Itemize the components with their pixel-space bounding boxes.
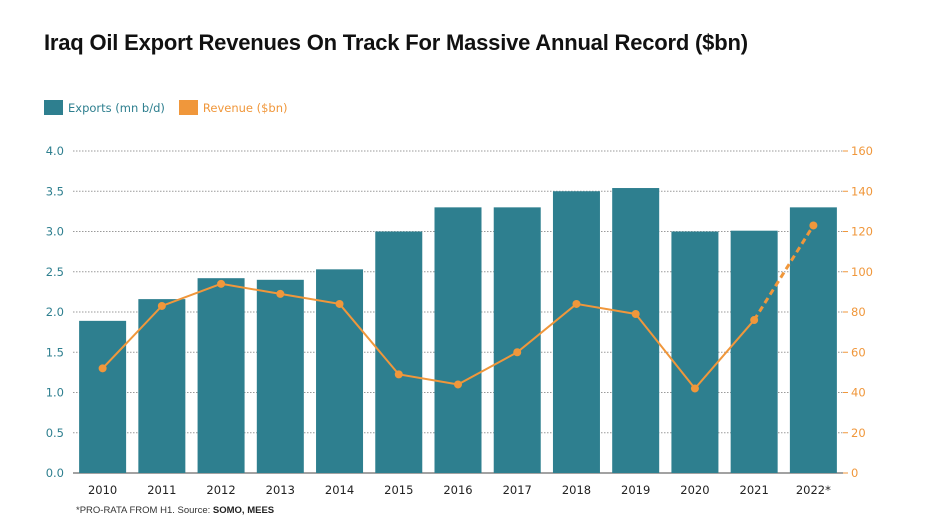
right-tick-label: 100 bbox=[851, 265, 873, 279]
bar-2014 bbox=[316, 269, 364, 473]
revenue-point-2016 bbox=[454, 380, 462, 389]
left-tick-label: 4.0 bbox=[46, 144, 64, 158]
x-tick-label: 2014 bbox=[325, 483, 354, 497]
revenue-point-2018 bbox=[572, 299, 581, 308]
x-tick-label: 2012 bbox=[206, 483, 235, 497]
revenue-line-projected bbox=[752, 224, 815, 321]
right-tick-label: 60 bbox=[851, 345, 866, 359]
bar-2021 bbox=[730, 230, 778, 473]
x-tick-label: 2021 bbox=[740, 483, 769, 497]
x-axis-ticks: 2010 2011 2012 2013 2014 2015 2016 2017 2018 2019… bbox=[88, 483, 831, 497]
revenue-point-2017 bbox=[513, 348, 522, 357]
right-tick-label: 20 bbox=[851, 426, 866, 440]
footnote-sources: SOMO, MEES bbox=[212, 505, 275, 516]
bar-2015 bbox=[375, 231, 423, 473]
legend-item-revenue: Revenue ($bn) bbox=[178, 100, 288, 115]
bar-2017 bbox=[493, 207, 541, 473]
revenue-point-2022 bbox=[809, 221, 818, 230]
revenue-point-2010 bbox=[98, 364, 107, 373]
x-tick-label: 2018 bbox=[562, 483, 591, 497]
x-tick-label: 2011 bbox=[147, 483, 176, 497]
x-tick-label: 2010 bbox=[88, 483, 117, 497]
bar-2019 bbox=[612, 188, 660, 473]
x-tick-label: 2013 bbox=[266, 483, 295, 497]
left-tick-label: 0.5 bbox=[46, 426, 64, 440]
revenue-point-2013 bbox=[276, 289, 285, 298]
right-tick-label: 40 bbox=[851, 386, 866, 400]
revenue-point-2021 bbox=[750, 316, 759, 325]
footnote: *PRO-RATA FROM H1. Source: SOMO, MEES bbox=[76, 505, 274, 516]
x-tick-label: 2017 bbox=[503, 483, 532, 497]
revenue-line-solid bbox=[101, 282, 755, 391]
left-tick-label: 1.5 bbox=[46, 345, 64, 359]
x-tick-label: 2019 bbox=[621, 483, 650, 497]
bar-2011 bbox=[138, 299, 186, 473]
legend-item-exports: Exports (mn b/d) bbox=[44, 100, 165, 115]
bar-2022 bbox=[789, 207, 837, 473]
right-axis-ticks: 0 20 40 60 80 100 120 140 160 bbox=[843, 144, 873, 480]
bar-2012 bbox=[197, 278, 245, 473]
left-axis-ticks: 0.0 0.5 1.0 1.5 2.0 2.5 3.0 3.5 4.0 bbox=[46, 144, 64, 480]
left-tick-label: 1.0 bbox=[46, 386, 64, 400]
revenue-point-2020 bbox=[690, 384, 699, 393]
chart-title: Iraq Oil Export Revenues On Track For Ma… bbox=[44, 30, 748, 55]
legend-swatch-exports bbox=[44, 100, 63, 115]
right-tick-label: 140 bbox=[851, 184, 873, 198]
right-tick-label: 120 bbox=[851, 225, 873, 239]
bar-2018 bbox=[552, 191, 600, 473]
x-tick-label: 2022* bbox=[796, 483, 831, 497]
bar-2020 bbox=[671, 231, 719, 473]
left-tick-label: 3.5 bbox=[46, 184, 64, 198]
left-tick-label: 0.0 bbox=[46, 466, 64, 480]
right-tick-label: 160 bbox=[851, 144, 873, 158]
x-tick-label: 2016 bbox=[443, 483, 472, 497]
legend-swatch-revenue bbox=[178, 100, 198, 115]
line-series-revenue bbox=[98, 221, 818, 393]
bar-series-exports bbox=[79, 188, 837, 473]
revenue-point-2011 bbox=[157, 301, 166, 310]
bar-2016 bbox=[434, 207, 482, 473]
x-tick-label: 2020 bbox=[680, 483, 709, 497]
left-tick-label: 3.0 bbox=[46, 225, 64, 239]
legend-label-exports: Exports (mn b/d) bbox=[68, 100, 165, 115]
left-tick-label: 2.5 bbox=[46, 265, 64, 279]
footnote-prefix: *PRO-RATA FROM H1. Source: bbox=[76, 505, 213, 516]
left-tick-label: 2.0 bbox=[46, 305, 64, 319]
revenue-point-2019 bbox=[631, 310, 640, 319]
bar-2010 bbox=[79, 320, 127, 473]
right-tick-label: 80 bbox=[851, 305, 866, 319]
revenue-point-2012 bbox=[217, 279, 226, 288]
legend-label-revenue: Revenue ($bn) bbox=[202, 100, 288, 115]
revenue-point-2015 bbox=[394, 370, 403, 379]
right-tick-label: 0 bbox=[851, 466, 858, 480]
legend: Exports (mn b/d) Revenue ($bn) bbox=[44, 100, 302, 115]
bar-2013 bbox=[256, 279, 304, 473]
revenue-point-2014 bbox=[335, 299, 344, 308]
x-tick-label: 2015 bbox=[384, 483, 413, 497]
